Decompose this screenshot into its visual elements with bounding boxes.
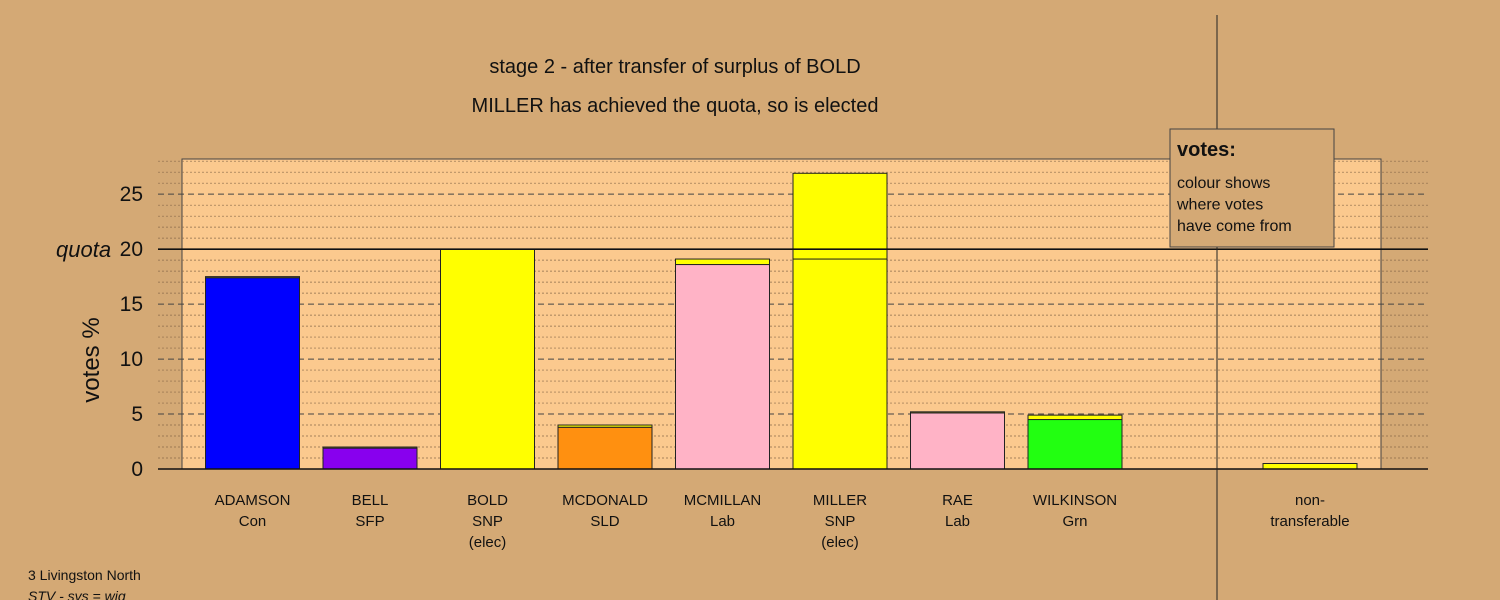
candidate-party: Lab xyxy=(709,513,736,530)
bar-segment-adamson xyxy=(205,276,300,279)
bar-segment-wilkinson xyxy=(1027,414,1123,421)
y-tick-label: 5 xyxy=(131,403,143,426)
y-tick-label: 10 xyxy=(120,348,143,371)
y-tick-label: 20 xyxy=(120,238,143,261)
footer-system: STV - sys = wig xyxy=(28,588,126,600)
candidate-name: MCMILLAN xyxy=(683,492,762,509)
nontransferable-label: non-transferable xyxy=(1245,490,1375,532)
candidate-name: BOLD xyxy=(467,492,508,509)
bar-segment-mcmillan xyxy=(675,264,770,470)
candidate-party: SNP xyxy=(824,513,856,530)
nontransferable-label-line2: transferable xyxy=(1270,513,1350,530)
candidate-party: SFP xyxy=(355,513,385,530)
y-axis-ticks: 0 5 10 15 20 25 xyxy=(120,183,143,481)
legend-line: have come from xyxy=(1177,218,1292,235)
candidate-name: MCDONALD xyxy=(562,492,648,509)
candidate-party: Con xyxy=(238,513,267,530)
candidate-party: Grn xyxy=(1062,513,1088,530)
footer-constituency: 3 Livingston North xyxy=(28,567,141,583)
chart-title: stage 2 - after transfer of surplus of B… xyxy=(489,56,860,78)
bars xyxy=(205,172,1358,470)
chart-subtitle: MILLER has achieved the quota, so is ele… xyxy=(472,95,879,117)
bar-segment-wilkinson xyxy=(1027,419,1123,470)
legend-title: votes: xyxy=(1177,139,1236,161)
candidate-label-mcdonald: MCDONALD SLD xyxy=(540,490,670,532)
y-tick-label: 25 xyxy=(120,183,143,206)
candidate-label-bell: BELL SFP xyxy=(305,490,435,532)
candidate-label-adamson: ADAMSON Con xyxy=(188,490,318,532)
bar-segment-mcmillan xyxy=(675,258,770,266)
nontransferable-label-line1: non- xyxy=(1294,492,1326,509)
legend-line: where votes xyxy=(1176,197,1263,214)
candidate-label-bold: BOLD SNP (elec) xyxy=(423,490,553,553)
y-axis-label: votes % xyxy=(78,317,105,402)
candidate-party: Lab xyxy=(944,513,971,530)
legend-box: votes: colour shows where votes have com… xyxy=(1169,128,1335,248)
candidate-name: ADAMSON xyxy=(214,492,291,509)
candidate-party: SLD xyxy=(590,513,620,530)
bar-segment-bell xyxy=(322,446,418,449)
quota-label: quota xyxy=(56,237,111,262)
candidate-name: MILLER xyxy=(812,492,868,509)
candidate-note: (elec) xyxy=(821,534,859,551)
candidate-name: BELL xyxy=(351,492,389,509)
candidate-note: (elec) xyxy=(468,534,507,551)
candidate-label-mcmillan: MCMILLAN Lab xyxy=(658,490,788,532)
y-tick-label: 15 xyxy=(120,293,143,316)
legend-line: colour shows xyxy=(1177,175,1270,192)
candidate-label-wilkinson: WILKINSON Grn xyxy=(1010,490,1140,532)
bar-segment-miller xyxy=(792,172,888,260)
candidate-party: SNP xyxy=(472,513,503,530)
candidate-label-miller: MILLER SNP (elec) xyxy=(775,490,905,553)
bar-segment-mcdonald xyxy=(557,424,653,428)
candidate-name: RAE xyxy=(942,492,973,509)
candidate-label-rae: RAE Lab xyxy=(893,490,1023,532)
candidate-name: WILKINSON xyxy=(1032,492,1118,509)
bar-segment-rae xyxy=(910,411,1005,414)
legend-frame xyxy=(1169,128,1335,248)
y-tick-label: 0 xyxy=(131,458,143,481)
